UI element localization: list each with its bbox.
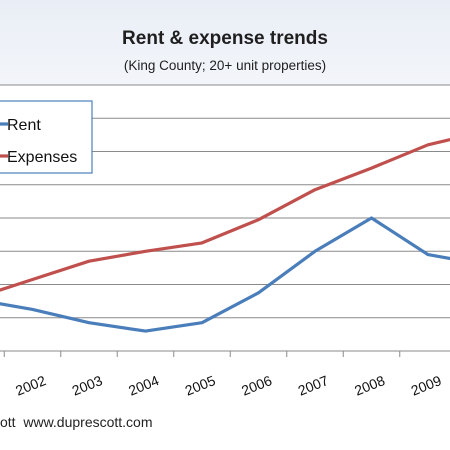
x-tick-label: 2006 — [239, 372, 274, 399]
x-tick-label: 2002 — [13, 372, 48, 399]
x-tick-label: 2005 — [183, 372, 218, 399]
series-lines — [0, 138, 450, 333]
x-tick-label: 2003 — [70, 372, 105, 399]
legend-box — [0, 100, 93, 174]
series-line-rent — [0, 216, 450, 333]
x-tick-label: 2009 — [409, 372, 444, 399]
x-tick-label: 2007 — [296, 372, 331, 399]
legend: Rent Expenses — [0, 100, 93, 174]
chart-subtitle: (King County; 20+ unit properties) — [123, 58, 327, 73]
x-axis: 2001200220032004200520062007200820092010… — [0, 350, 450, 399]
source-credit: ott www.duprescott.com — [0, 414, 153, 430]
legend-label-rent: Rent — [7, 117, 41, 134]
series-line-expenses — [0, 138, 450, 292]
x-tick-label: 2004 — [126, 372, 161, 399]
x-tick-label: 2008 — [352, 372, 387, 399]
legend-label-expenses: Expenses — [7, 149, 77, 166]
chart-title: Rent & expense trends — [122, 28, 328, 49]
